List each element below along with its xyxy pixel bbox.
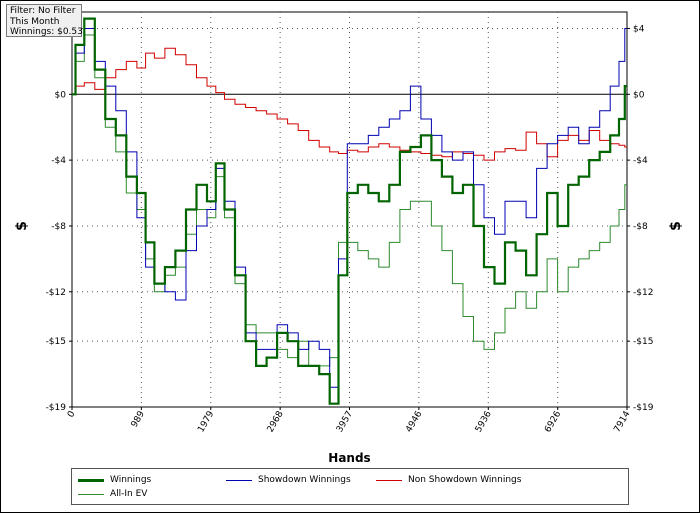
x-tick-label: 1979 bbox=[196, 409, 216, 434]
y-tick-label-left: -$8 bbox=[51, 222, 66, 232]
y-tick-label-left: -$19 bbox=[46, 403, 67, 413]
legend-label-non-showdown: Non Showdown Winnings bbox=[408, 475, 522, 485]
y-tick-label-right: $0 bbox=[633, 90, 645, 100]
x-tick-label: 7914 bbox=[612, 409, 632, 434]
period-label: This Month bbox=[10, 16, 60, 27]
legend-label-allin-ev: All-In EV bbox=[110, 489, 148, 499]
winnings-summary: Winnings: $0.53 bbox=[10, 27, 83, 37]
x-tick-label: 5936 bbox=[474, 409, 494, 434]
y-axis-label-right: $ bbox=[668, 221, 684, 231]
x-tick-label: 0 bbox=[66, 409, 78, 419]
y-tick-label-right: -$4 bbox=[633, 156, 648, 166]
y-tick-label-right: -$8 bbox=[633, 222, 648, 232]
y-tick-label-right: $4 bbox=[633, 24, 645, 34]
legend-swatch-winnings bbox=[78, 478, 104, 482]
legend-item-allin-ev: All-In EV bbox=[78, 489, 147, 499]
legend-label-winnings: Winnings bbox=[110, 475, 152, 485]
chart-legend: Winnings Showdown Winnings Non Showdown … bbox=[71, 468, 629, 505]
legend-label-showdown: Showdown Winnings bbox=[258, 475, 351, 485]
y-tick-label-right: -$19 bbox=[633, 403, 654, 413]
x-axis-label: Hands bbox=[328, 451, 370, 465]
y-axis-label-left: $ bbox=[14, 221, 30, 231]
filter-label: Filter: No Filter bbox=[10, 6, 76, 16]
y-tick-label-left: -$12 bbox=[46, 288, 66, 298]
series-line-allin-ev bbox=[72, 34, 627, 367]
y-tick-label-left: -$15 bbox=[46, 337, 66, 347]
x-tick-label: 4946 bbox=[404, 409, 424, 434]
filter-info-box: Filter: No Filter This Month Winnings: $… bbox=[6, 4, 83, 37]
y-tick-label-right: -$12 bbox=[633, 288, 653, 298]
legend-item-showdown-winnings: Showdown Winnings bbox=[226, 475, 351, 485]
y-tick-label-left: -$4 bbox=[51, 156, 66, 166]
x-tick-label: 2968 bbox=[266, 409, 286, 434]
y-tick-label-left: $0 bbox=[55, 90, 67, 100]
legend-swatch-non-showdown bbox=[376, 479, 402, 481]
legend-swatch-allin-ev bbox=[78, 493, 104, 495]
legend-swatch-showdown bbox=[226, 479, 252, 481]
legend-item-winnings: Winnings bbox=[78, 475, 151, 485]
x-tick-label: 6926 bbox=[543, 409, 563, 434]
x-tick-label: 989 bbox=[130, 409, 147, 429]
series-line-winnings bbox=[72, 17, 627, 405]
y-tick-label-right: -$15 bbox=[633, 337, 653, 347]
legend-item-non-showdown-winnings: Non Showdown Winnings bbox=[376, 475, 521, 485]
x-tick-label: 3957 bbox=[335, 410, 355, 435]
